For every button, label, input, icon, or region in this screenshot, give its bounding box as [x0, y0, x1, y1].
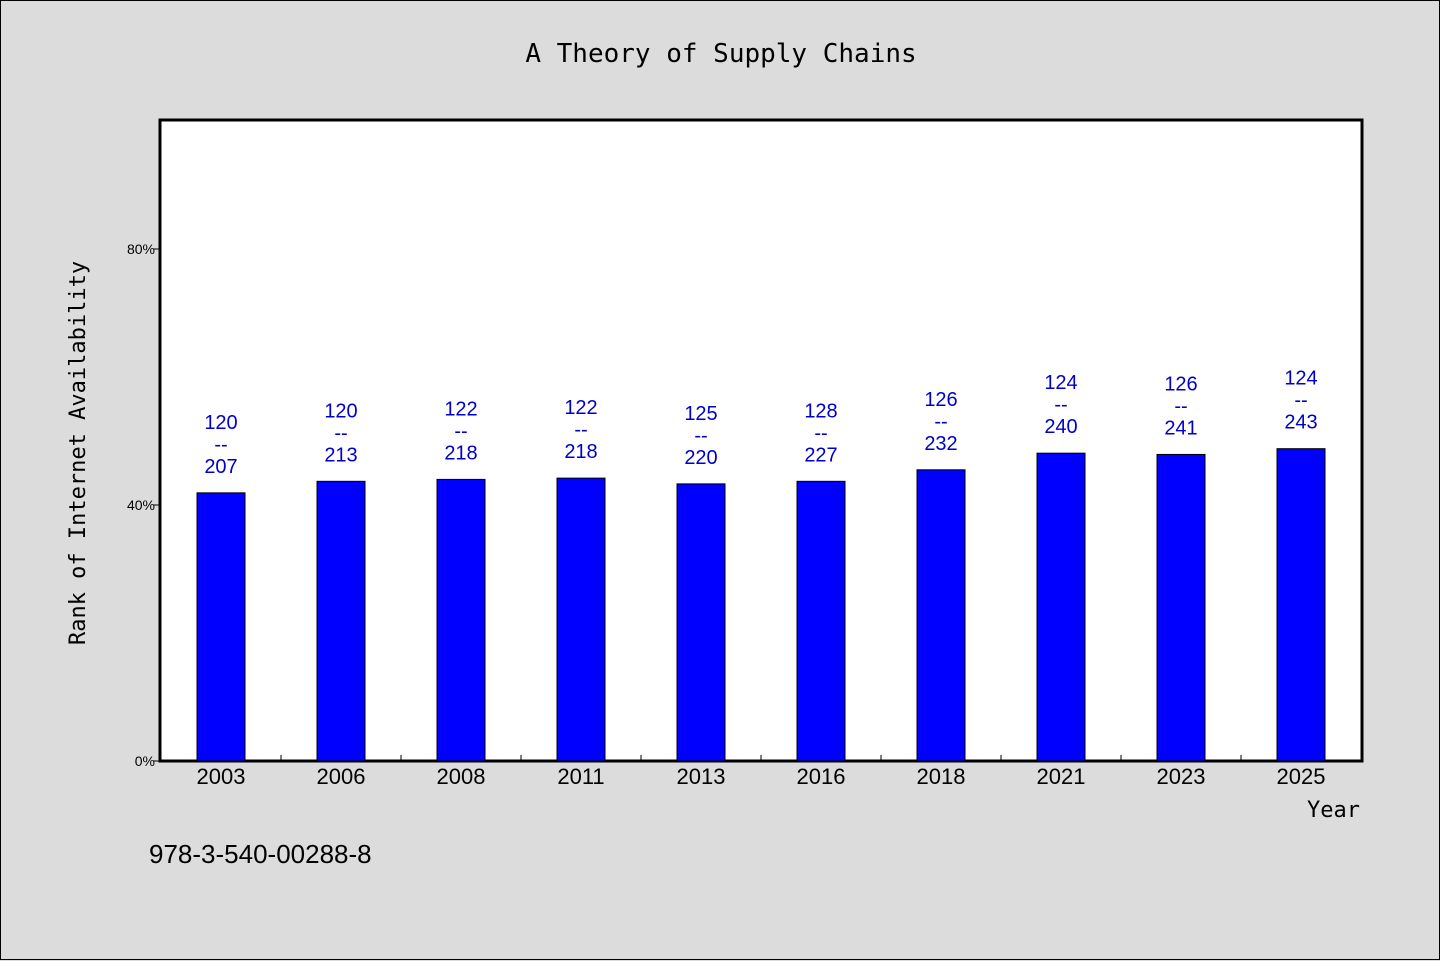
x-tick-label-2008: 2008	[437, 764, 486, 789]
data-label-2023-sep: --	[1174, 395, 1187, 417]
data-label-2008-sep: --	[454, 420, 467, 442]
x-tick-label-2006: 2006	[317, 764, 366, 789]
data-label-2011-total: 218	[564, 441, 597, 463]
data-label-2021-sep: --	[1054, 394, 1067, 416]
data-label-2011-rank: 122	[564, 397, 597, 419]
x-tick-label-2021: 2021	[1037, 764, 1086, 789]
x-tick-label-2018: 2018	[917, 764, 966, 789]
data-label-2021-rank: 124	[1044, 372, 1077, 394]
bar-2018	[916, 469, 966, 762]
data-label-2016-sep: --	[814, 422, 827, 444]
data-label-2006-total: 213	[324, 444, 357, 466]
data-label-2003-sep: --	[214, 434, 227, 456]
data-label-2018-sep: --	[934, 411, 947, 433]
data-label-2003-rank: 120	[204, 412, 237, 434]
data-label-2006-sep: --	[334, 422, 347, 444]
bar-2016	[796, 480, 846, 762]
x-tick-label-2003: 2003	[197, 764, 246, 789]
data-label-2016-rank: 128	[804, 400, 837, 422]
data-label-2011-sep: --	[574, 419, 587, 441]
x-tick-label-2011: 2011	[557, 764, 604, 789]
data-label-2023-total: 241	[1164, 417, 1197, 439]
y-tick-label-0: 0%	[135, 753, 155, 769]
data-label-2023-rank: 126	[1164, 373, 1197, 395]
data-label-2008-rank: 122	[444, 398, 477, 420]
bar-2013	[676, 483, 726, 762]
y-axis-label: Rank of Internet Availability	[66, 261, 91, 645]
isbn-label: 978-3-540-00288-8	[149, 839, 372, 869]
data-label-2013-sep: --	[694, 425, 707, 447]
x-axis: 2003 2006 2008 2011 2013 2016 2018 2021 2023 2025	[197, 755, 1326, 789]
bar-2008	[436, 478, 486, 762]
x-tick-label-2023: 2023	[1157, 764, 1206, 789]
data-label-2016-total: 227	[804, 444, 837, 466]
bar-2006	[316, 480, 366, 762]
data-label-2025-total: 243	[1284, 412, 1317, 434]
y-tick-label-40: 40%	[127, 497, 155, 513]
data-label-2008-total: 218	[444, 442, 477, 464]
chart-title: A Theory of Supply Chains	[525, 39, 916, 69]
x-tick-label-2016: 2016	[797, 764, 846, 789]
x-axis-label: Year	[1307, 798, 1360, 823]
data-label-2006-rank: 120	[324, 400, 357, 422]
bar-2025	[1276, 448, 1326, 762]
bar-2011	[556, 477, 606, 762]
x-tick-label-2025: 2025	[1277, 764, 1326, 789]
bars-group	[196, 448, 1326, 762]
bar-2021	[1036, 452, 1086, 762]
y-tick-label-80: 80%	[127, 241, 155, 257]
data-labels-group: 120--207120--213122--218122--218125--220…	[204, 368, 1317, 478]
data-label-2018-total: 232	[924, 433, 957, 455]
bar-2003	[196, 492, 246, 762]
data-label-2003-total: 207	[204, 456, 237, 478]
data-label-2025-sep: --	[1294, 390, 1307, 412]
x-tick-label-2013: 2013	[677, 764, 726, 789]
data-label-2013-rank: 125	[684, 403, 717, 425]
data-label-2025-rank: 124	[1284, 368, 1317, 390]
data-label-2018-rank: 126	[924, 389, 957, 411]
bar-2023	[1156, 453, 1206, 762]
data-label-2021-total: 240	[1044, 416, 1077, 438]
y-axis: 0% 40% 80%	[127, 241, 161, 769]
data-label-2013-total: 220	[684, 447, 717, 469]
